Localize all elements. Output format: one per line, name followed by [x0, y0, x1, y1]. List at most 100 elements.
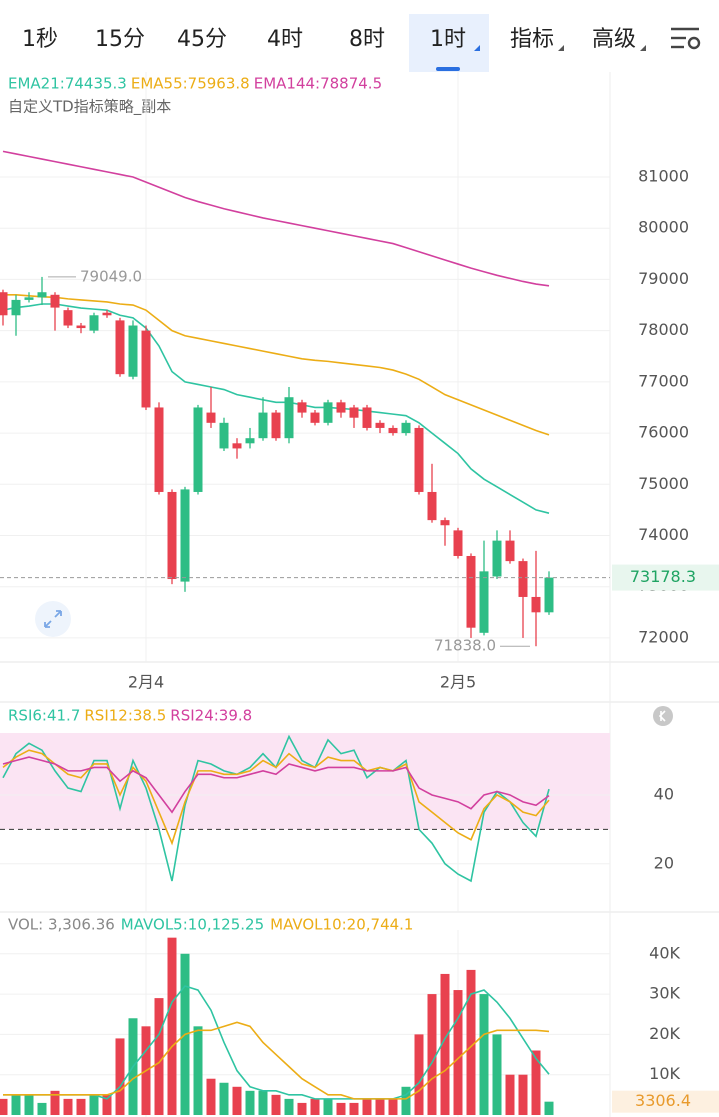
candle-body: [531, 596, 541, 613]
candle-body: [310, 412, 320, 423]
indicator-line: [3, 293, 550, 436]
tab[interactable]: 15分: [95, 27, 145, 52]
volume-bar: [63, 1098, 73, 1115]
candle-body: [37, 292, 47, 298]
volume-bar: [219, 1082, 229, 1115]
volume-bar: [505, 1074, 515, 1115]
volume-bar: [89, 1094, 99, 1115]
candle-body: [271, 412, 281, 439]
indicator-line: [2, 150, 550, 287]
last-volume-box: [612, 1090, 719, 1113]
candle-body: [544, 577, 554, 613]
tab[interactable]: 4时: [267, 27, 303, 52]
candle-body: [323, 402, 333, 423]
tab[interactable]: 1秒: [22, 27, 58, 52]
volume-bar: [167, 937, 177, 1115]
y-tick-label: 75000: [638, 474, 689, 493]
volume-bar: [102, 1094, 112, 1115]
legend-entry: EMA21:74435.3: [8, 75, 127, 93]
expand-button[interactable]: [35, 601, 71, 637]
legend-entry: RSI12:38.5: [84, 707, 166, 725]
volume-bar: [50, 1090, 60, 1115]
candle-body: [401, 422, 411, 434]
y-tick-label: 78000: [638, 320, 689, 339]
volume-bar: [193, 1026, 203, 1115]
candle-body: [219, 422, 229, 449]
indicator-line: [2, 756, 550, 814]
candle-body: [76, 325, 86, 329]
y-tick-label: 77000: [638, 371, 689, 390]
volume-bar: [154, 998, 164, 1115]
candle-body: [466, 555, 476, 628]
active-tab-bg: [409, 14, 489, 72]
candle-body: [11, 299, 21, 316]
rsi-band: [0, 733, 610, 830]
candle-body: [349, 407, 359, 418]
volume-bar: [414, 1034, 424, 1115]
candle-body: [167, 491, 177, 580]
y-tick-label: 30K: [649, 984, 680, 1003]
low-label: 71838.0: [434, 637, 496, 655]
candle-body: [206, 412, 216, 423]
volume-bar: [76, 1098, 86, 1115]
candle-body: [453, 530, 463, 556]
candle-body: [128, 325, 138, 377]
volume-bar: [24, 1094, 34, 1115]
indicator-line: [3, 1021, 550, 1100]
active-tab-indicator: [436, 67, 460, 71]
tab[interactable]: 指标: [510, 27, 554, 52]
settings-icon[interactable]: [671, 27, 701, 50]
candle-body: [297, 402, 307, 413]
volume-bar: [375, 1098, 385, 1115]
legend-entry: MAVOL5:10,125.25: [121, 916, 264, 934]
candle-body: [518, 561, 528, 597]
volume-bar: [453, 990, 463, 1115]
volume-bar: [440, 973, 450, 1115]
candle-body: [440, 520, 450, 526]
volume-bar: [37, 1102, 47, 1115]
last-price-box: [612, 564, 719, 591]
x-tick-label: 2月4: [128, 673, 164, 692]
volume-bar: [284, 1098, 294, 1115]
y-tick-label: 72000: [638, 627, 689, 646]
candle-body: [193, 407, 203, 492]
strategy-name: 自定义TD指标策略_副本: [8, 98, 171, 117]
tab[interactable]: 高级: [592, 27, 636, 52]
volume-bar: [479, 994, 489, 1115]
y-tick-label: 10K: [649, 1064, 680, 1083]
tab[interactable]: 1时: [430, 27, 466, 52]
legend-entry: EMA144:78874.5: [254, 75, 382, 93]
volume-bar: [0, 1098, 8, 1115]
icon-gear: [687, 36, 701, 50]
expand-bg: [35, 601, 71, 637]
candle-body: [63, 310, 73, 326]
volume-bar: [206, 1078, 216, 1115]
collapse-button[interactable]: [653, 706, 673, 726]
x-tick-label: 2月5: [440, 673, 476, 692]
candle-body: [336, 402, 346, 413]
y-tick-label: 40: [654, 784, 674, 803]
y-tick-label: 80000: [638, 218, 689, 237]
legend-entry: RSI24:39.8: [170, 707, 252, 725]
candle-body: [0, 292, 8, 316]
volume-bar: [310, 1098, 320, 1115]
candle-body: [180, 489, 190, 582]
collapse-bg: [653, 706, 673, 726]
candle-body: [362, 407, 372, 428]
candle-body: [505, 540, 515, 562]
y-tick-label: 79000: [638, 269, 689, 288]
candle-body: [479, 571, 489, 633]
candle-body: [375, 422, 385, 428]
volume-bar: [232, 1086, 242, 1115]
tab[interactable]: 8时: [349, 27, 385, 52]
last-price-label: 73178.3: [630, 567, 696, 586]
dropdown-caret: [474, 45, 480, 51]
volume-bar: [297, 1102, 307, 1115]
candle-body: [414, 427, 424, 492]
y-tick-label: 20K: [649, 1024, 680, 1043]
volume-bar: [11, 1094, 21, 1115]
volume-bar: [336, 1102, 346, 1115]
collapse-glyph: [658, 710, 666, 722]
candle-body: [388, 427, 398, 434]
tab[interactable]: 45分: [177, 27, 227, 52]
